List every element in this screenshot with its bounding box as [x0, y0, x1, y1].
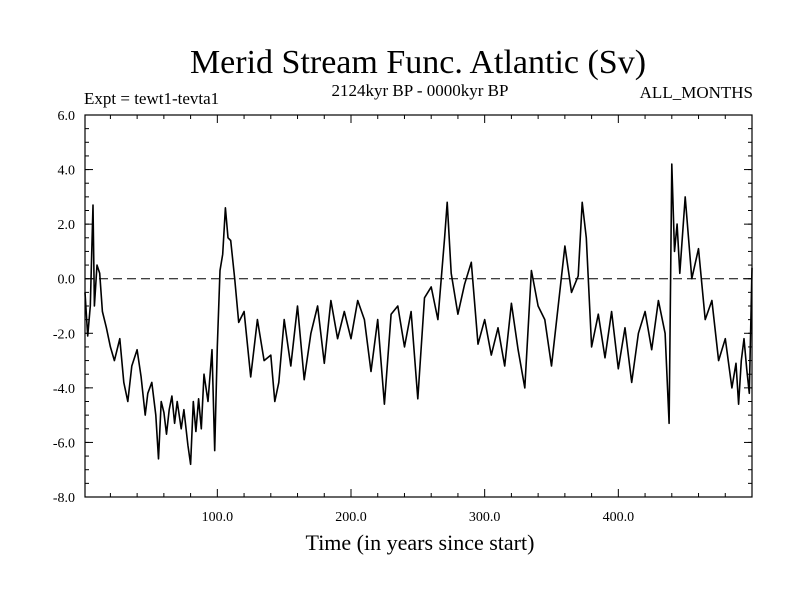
y-tick-label: 6.0: [58, 109, 76, 124]
y-tick-label: 2.0: [58, 218, 76, 233]
x-tick-label: 300.0: [469, 510, 501, 525]
y-tick-label: -8.0: [53, 491, 75, 506]
y-tick-label: 0.0: [58, 273, 76, 288]
x-tick-label: 400.0: [603, 510, 635, 525]
y-tick-label: 4.0: [58, 164, 76, 179]
x-tick-label: 200.0: [335, 510, 367, 525]
x-axis-label: Time (in years since start): [306, 530, 535, 555]
y-tick-label: -6.0: [53, 436, 75, 451]
y-tick-label: -2.0: [53, 327, 75, 342]
x-axis: 100.0 200.0 300.0 400.0: [109, 115, 726, 525]
time-range-label: 2124kyr BP - 0000kyr BP: [332, 81, 509, 100]
months-label: ALL_MONTHS: [640, 83, 753, 102]
plot-frame: [84, 114, 753, 498]
chart-title: Merid Stream Func. Atlantic (Sv): [190, 44, 646, 81]
series-line: [84, 163, 753, 466]
x-tick-label: 100.0: [202, 510, 234, 525]
y-tick-label: -4.0: [53, 382, 75, 397]
experiment-label: Expt = tewt1-tevta1: [84, 89, 219, 108]
